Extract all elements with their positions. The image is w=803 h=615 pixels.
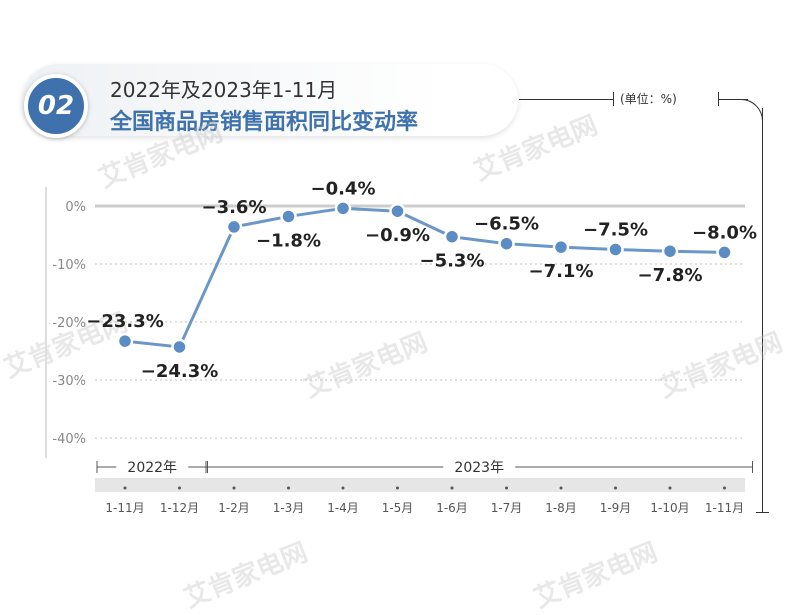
x-tick-label: 1-7月 bbox=[491, 501, 523, 515]
year-label-bg bbox=[116, 457, 189, 477]
data-label: −6.5% bbox=[474, 214, 539, 235]
x-tick-label: 1-11月 bbox=[705, 501, 744, 515]
x-axis-band bbox=[95, 478, 745, 492]
data-label: −24.3% bbox=[141, 361, 219, 382]
data-point bbox=[498, 235, 515, 252]
x-tick-dot bbox=[123, 486, 127, 490]
data-point bbox=[171, 338, 188, 356]
data-label: −7.1% bbox=[528, 261, 593, 282]
data-label: −1.8% bbox=[256, 230, 321, 251]
x-tick-dot bbox=[232, 486, 236, 490]
x-tick-label: 1-8月 bbox=[545, 501, 577, 515]
data-point bbox=[334, 200, 352, 217]
data-point bbox=[552, 238, 570, 256]
data-point bbox=[716, 244, 733, 261]
x-tick-label: 1-12月 bbox=[160, 501, 199, 515]
chart-title-line1: 2022年及2023年1-11月 bbox=[110, 78, 338, 102]
side-bracket-line bbox=[762, 108, 763, 512]
data-point bbox=[389, 202, 406, 220]
x-tick-dot bbox=[668, 486, 672, 490]
data-point bbox=[661, 242, 679, 260]
x-tick-dot bbox=[614, 486, 617, 490]
x-tick-label: 1-9月 bbox=[600, 501, 632, 515]
y-tick-label: -20% bbox=[52, 316, 86, 331]
unit-connector-line-right bbox=[718, 99, 748, 100]
year-label-bg bbox=[443, 457, 516, 477]
x-tick-label: 1-11月 bbox=[105, 501, 144, 515]
data-label: −0.4% bbox=[310, 178, 375, 199]
x-tick-dot bbox=[505, 486, 508, 490]
year-label: 2023年 bbox=[454, 460, 504, 476]
x-tick-label: 1-6月 bbox=[436, 501, 468, 515]
data-point bbox=[116, 332, 134, 350]
y-tick-label: -40% bbox=[52, 432, 86, 447]
x-tick-dot bbox=[178, 486, 181, 490]
unit-connector-line bbox=[519, 99, 613, 100]
data-label: −5.3% bbox=[419, 251, 484, 272]
data-point bbox=[280, 208, 297, 225]
x-tick-label: 1-4月 bbox=[327, 501, 359, 515]
data-point bbox=[607, 241, 624, 258]
x-tick-label: 1-2月 bbox=[218, 501, 250, 515]
data-label: −7.8% bbox=[637, 265, 702, 286]
x-tick-dot bbox=[723, 486, 726, 490]
x-tick-label: 1-3月 bbox=[273, 501, 305, 515]
x-tick-dot bbox=[396, 486, 399, 490]
data-label: −0.9% bbox=[365, 225, 430, 246]
data-label: −8.0% bbox=[692, 222, 757, 243]
unit-label: (单位：%) bbox=[620, 92, 677, 106]
data-label: −3.6% bbox=[201, 197, 266, 218]
data-point bbox=[225, 218, 243, 236]
x-tick-dot bbox=[559, 486, 563, 490]
data-label: −7.5% bbox=[583, 220, 648, 241]
series-line bbox=[124, 206, 725, 349]
section-number-badge: 02 bbox=[24, 74, 88, 138]
year-label: 2022年 bbox=[127, 460, 177, 476]
side-bracket-end bbox=[756, 512, 769, 513]
line-chart: 0% -10% -20% -30% -40% 2022年 2023年 1-11月 1-12月 1-… bbox=[45, 178, 757, 515]
y-tick-label: -30% bbox=[52, 374, 86, 389]
x-tick-dot bbox=[287, 486, 290, 490]
x-tick-dot bbox=[450, 486, 454, 490]
x-tick-dot bbox=[341, 486, 345, 490]
y-tick-label: 0% bbox=[65, 200, 86, 215]
x-tick-label: 1-10月 bbox=[650, 501, 689, 515]
chart-title-line2: 全国商品房销售面积同比变动率 bbox=[110, 110, 419, 135]
header-banner bbox=[22, 64, 518, 136]
y-tick-label: -10% bbox=[52, 258, 86, 273]
unit-bracket-left bbox=[613, 92, 614, 106]
data-label: −23.3% bbox=[86, 311, 164, 332]
data-point bbox=[443, 228, 461, 245]
x-tick-label: 1-5月 bbox=[382, 501, 414, 515]
